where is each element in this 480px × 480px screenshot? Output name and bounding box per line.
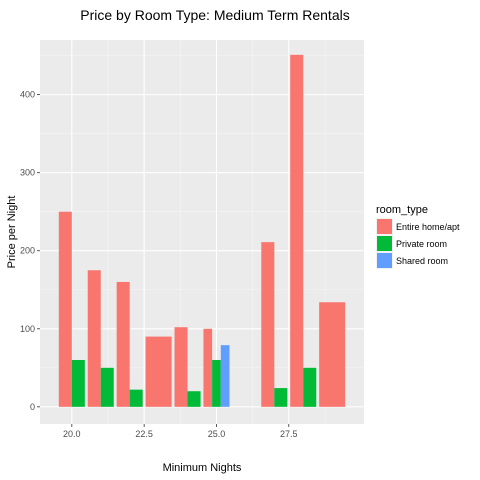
bar-private-room [129,389,143,407]
bar-private-room [187,391,201,407]
legend: room_type Entire home/apt Private room Sha… [376,204,460,269]
bar-private-room [71,360,85,407]
y-axis-ticks: 0 100 200 300 400 [20,90,40,412]
y-axis-title: Price per Night [6,196,18,269]
bar-entire-home-apt [145,336,172,407]
bar-shared-room [220,345,230,407]
x-axis-title: Minimum Nights [163,462,242,474]
x-axis-ticks: 20.0 22.5 25.0 27.5 [63,424,298,439]
bar-entire-home-apt [319,302,346,407]
chart-title: Price by Room Type: Medium Term Rentals [80,7,349,23]
legend-entries: Entire home/apt Private room Shared room [376,218,460,269]
x-tick-label: 20.0 [63,429,81,439]
legend-label: Entire home/apt [396,222,460,232]
bars [58,54,346,407]
bar-entire-home-apt [116,281,130,407]
bar-entire-home-apt [87,270,101,407]
bar-private-room [274,388,288,407]
y-tick-label: 100 [20,324,35,334]
bar-private-room [100,367,114,407]
legend-label: Private room [396,239,447,249]
bar-private-room [212,360,221,407]
bar-entire-home-apt [261,242,275,407]
minor-gridlines [40,40,364,424]
bar-entire-home-apt [58,211,72,407]
y-tick-label: 0 [30,402,35,412]
legend-swatch [377,219,392,234]
y-tick-label: 200 [20,246,35,256]
legend-swatch [377,236,392,251]
x-tick-label: 27.5 [280,429,298,439]
bar-entire-home-apt [203,328,213,407]
y-tick-label: 400 [20,90,35,100]
bar-entire-home-apt [290,54,304,407]
x-tick-label: 22.5 [135,429,153,439]
x-tick-label: 25.0 [208,429,226,439]
legend-label: Shared room [396,256,448,266]
legend-swatch [377,253,392,268]
legend-title: room_type [376,204,428,216]
bar-private-room [303,367,317,407]
bar-entire-home-apt [174,327,188,407]
y-tick-label: 300 [20,168,35,178]
